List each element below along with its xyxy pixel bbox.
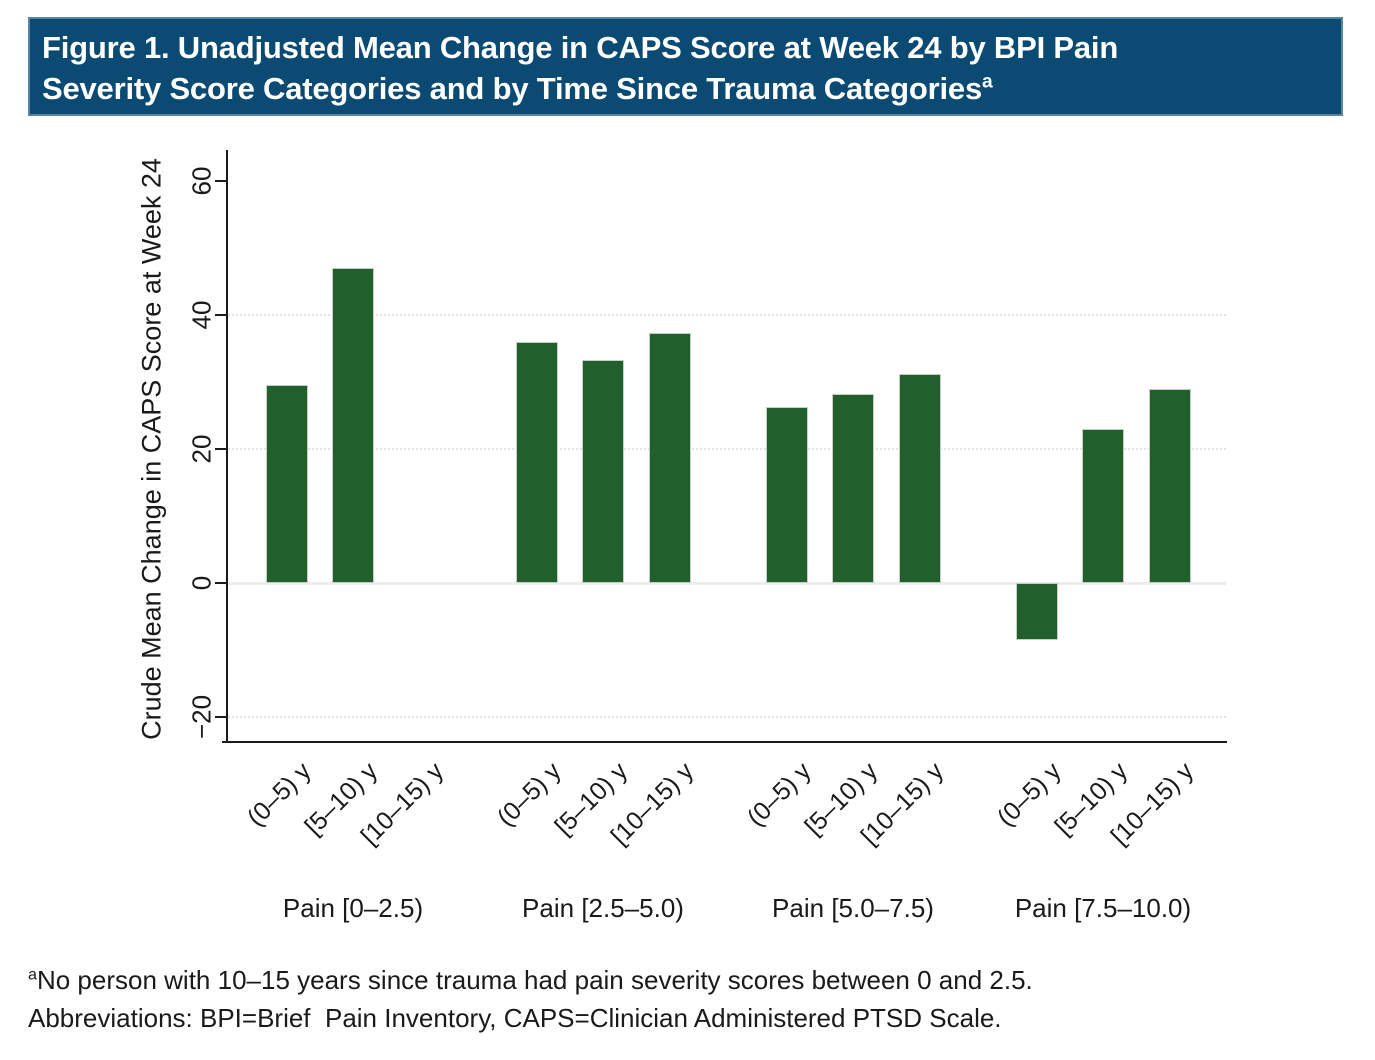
group-label: Pain [0–2.5) (282, 893, 424, 923)
y-axis-line (226, 150, 228, 743)
y-tick-40 (215, 314, 228, 316)
gridline-40 (228, 314, 1226, 316)
footnote-note: aNo person with 10–15 years since trauma… (28, 965, 1033, 995)
bar-Pain [2.5–5.0)-[10–15) y (648, 333, 691, 583)
x-axis-line (222, 741, 1227, 743)
bar-Pain [7.5–10.0)-(0–5) y (1015, 583, 1058, 640)
bar-Pain [0–2.5)-[5–10) y (332, 268, 374, 583)
y-tick-label-60: 60 (186, 166, 217, 196)
bar-Pain [5.0–7.5)-(0–5) y (765, 406, 808, 583)
title-superscript: a (982, 71, 993, 93)
bar-Pain [0–2.5)-(0–5) y (265, 385, 308, 583)
figure-title-bar: Figure 1. Unadjusted Mean Change in CAPS… (28, 17, 1343, 116)
bar-Pain [5.0–7.5)-[5–10) y (832, 394, 874, 583)
footnote-top-rule (28, 951, 1347, 955)
y-tick-60 (215, 180, 228, 182)
y-tick--20 (215, 716, 228, 718)
bar-Pain [7.5–10.0)-[5–10) y (1082, 428, 1124, 583)
bar-Pain [2.5–5.0)-(0–5) y (515, 341, 558, 583)
footnote-abbreviations: Abbreviations: BPI=Brief Pain Inventory,… (28, 1003, 1002, 1033)
bar-Pain [7.5–10.0)-[10–15) y (1148, 388, 1191, 583)
figure-title-line2: Severity Score Categories and by Time Si… (42, 71, 993, 106)
gridline--20 (228, 716, 1226, 718)
group-label: Pain [2.5–5.0) (522, 893, 684, 923)
y-tick-label-0: 0 (186, 575, 217, 591)
y-tick-label--20: −20 (186, 694, 217, 740)
footnote-bottom-rule (28, 1046, 1347, 1050)
y-tick-0 (215, 582, 228, 584)
bar-Pain [2.5–5.0)-[5–10) y (582, 359, 624, 583)
footnote-superscript: a (28, 965, 37, 984)
zero-line (228, 582, 1226, 585)
y-tick-label-40: 40 (186, 300, 217, 330)
gridline-20 (228, 448, 1226, 450)
group-label: Pain [7.5–10.0) (1014, 893, 1192, 923)
y-tick-label-20: 20 (186, 434, 217, 464)
y-tick-20 (215, 448, 228, 450)
figure-title-line1: Figure 1. Unadjusted Mean Change in CAPS… (42, 30, 1119, 65)
y-axis-title: Crude Mean Change in CAPS Score at Week … (136, 158, 167, 740)
bar-Pain [5.0–7.5)-[10–15) y (898, 373, 941, 583)
group-label: Pain [5.0–7.5) (772, 893, 934, 923)
